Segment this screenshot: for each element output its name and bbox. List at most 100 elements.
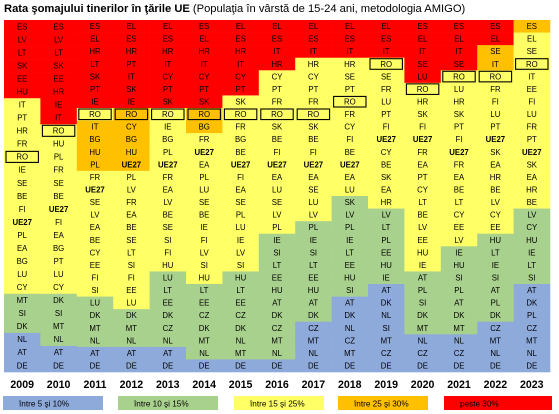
- year-column-2015: EL ES HR IT CY PT SK RO FR BG BE UE27 FI EA SE PL LU IE LV…: [222, 20, 260, 373]
- country-label: SE: [308, 186, 318, 195]
- country-label: PT: [308, 85, 318, 94]
- country-label: AT: [454, 299, 464, 308]
- cell-2014-pt: [186, 82, 223, 96]
- chart-subtitle: (Populaţia în vârstă de 15-24 ani, metod…: [192, 3, 466, 15]
- cell-2023-ea: [513, 170, 551, 184]
- cell-2011-bg: [76, 133, 114, 147]
- country-label: LU: [308, 198, 318, 207]
- cell-2014-dk: [186, 321, 223, 335]
- country-label: LV: [491, 198, 501, 207]
- cell-2018-el: [331, 20, 369, 33]
- cell-2018-fi: [331, 133, 369, 147]
- cell-2018-hr: [331, 57, 369, 71]
- country-label: LT: [491, 248, 500, 257]
- cell-2022-es: [477, 20, 514, 33]
- country-label: AT: [345, 299, 355, 308]
- country-label: MT: [17, 296, 28, 305]
- country-label: SK: [17, 61, 28, 70]
- country-label: IT: [528, 72, 535, 81]
- country-label: NL: [418, 336, 429, 345]
- cell-2017-it: [295, 45, 332, 59]
- cell-2018-mt: [331, 346, 369, 360]
- cell-2020-el: [404, 32, 442, 46]
- cell-2011-cy: [76, 246, 114, 260]
- highlight-box-2010: [41, 124, 76, 137]
- cell-2012-cy: [113, 120, 150, 134]
- country-label: FR: [527, 123, 538, 132]
- country-label: FI: [310, 148, 317, 157]
- cell-2016-lu: [258, 183, 296, 197]
- country-label: SI: [346, 286, 353, 295]
- country-label: IE: [492, 261, 499, 270]
- cell-2016-fi: [258, 145, 296, 159]
- country-label: PL: [527, 311, 537, 320]
- cell-2010-cy: [40, 280, 78, 295]
- country-label: MT: [271, 336, 282, 345]
- country-label: CY: [162, 72, 174, 81]
- cell-2020-mt: [404, 321, 442, 335]
- country-label: RO: [490, 72, 502, 81]
- cell-2021-ie: [440, 246, 478, 260]
- country-label: NL: [17, 335, 28, 344]
- country-label: HU: [381, 261, 393, 270]
- country-label: EA: [53, 231, 64, 240]
- country-label: HU: [453, 261, 465, 270]
- cell-2012-pl: [113, 170, 150, 184]
- cell-2010-ie: [40, 98, 78, 112]
- cell-2011-ro: [76, 108, 114, 121]
- legend-swatch: [234, 396, 324, 410]
- cell-2010-pt: [40, 254, 78, 269]
- cell-2016-se: [258, 196, 296, 209]
- cell-2021-mt: [440, 321, 478, 335]
- country-label: FR: [454, 160, 465, 169]
- cell-2017-hr: [295, 57, 332, 71]
- cell-2017-fi: [295, 145, 332, 159]
- highlight-box-2015: [223, 108, 258, 121]
- cell-2010-at: [40, 345, 78, 360]
- cell-2018-nl: [331, 321, 369, 335]
- cell-2023-hu: [513, 233, 551, 247]
- year-column-2020: ES EL IT SE LU RO HR SK FI UE27 FR EA PT CY LT BE LV EE HU…: [404, 20, 442, 373]
- cell-2017-be: [295, 133, 332, 147]
- country-label: RO: [380, 60, 392, 69]
- cell-2020-hu: [404, 246, 442, 260]
- cell-2023-ro: [513, 57, 551, 71]
- cell-2014-de: [186, 359, 223, 373]
- country-label: AT: [127, 349, 137, 358]
- country-label: LV: [54, 35, 64, 44]
- country-label: AT: [527, 286, 537, 295]
- cell-2019-cy: [368, 145, 405, 159]
- cell-2022-hu: [477, 233, 514, 247]
- country-label: FR: [163, 173, 174, 182]
- cell-2013-ro: [149, 108, 187, 121]
- country-label: EA: [381, 186, 392, 195]
- cell-2010-fr: [40, 163, 78, 177]
- cell-2020-se: [404, 57, 442, 71]
- country-label: CY: [53, 283, 65, 292]
- cell-2023-lt: [513, 258, 551, 272]
- country-label: DK: [235, 324, 247, 333]
- country-label: LU: [126, 299, 136, 308]
- country-label: SK: [53, 61, 64, 70]
- country-label: MT: [453, 324, 464, 333]
- cell-2019-dk: [368, 296, 405, 310]
- country-label: UE27: [122, 160, 142, 169]
- country-label: PL: [127, 173, 137, 182]
- cell-2018-hu: [331, 271, 369, 285]
- country-label: LT: [200, 286, 209, 295]
- country-label: RO: [453, 72, 465, 81]
- cell-2009-mt: [4, 293, 41, 308]
- cell-2015-fr: [222, 120, 260, 134]
- country-label: PL: [17, 231, 27, 240]
- country-label: LT: [54, 48, 63, 57]
- cell-2012-lt: [113, 246, 150, 260]
- cell-2013-pl: [149, 145, 187, 159]
- legend-label: peste 30%: [460, 400, 499, 409]
- cell-2018-ee: [331, 258, 369, 272]
- cell-2016-dk: [258, 309, 296, 323]
- country-label: CZ: [417, 349, 428, 358]
- cell-2011-pt: [76, 82, 114, 96]
- country-label: SI: [201, 261, 208, 270]
- country-label: EE: [90, 261, 100, 270]
- country-label: FR: [235, 123, 246, 132]
